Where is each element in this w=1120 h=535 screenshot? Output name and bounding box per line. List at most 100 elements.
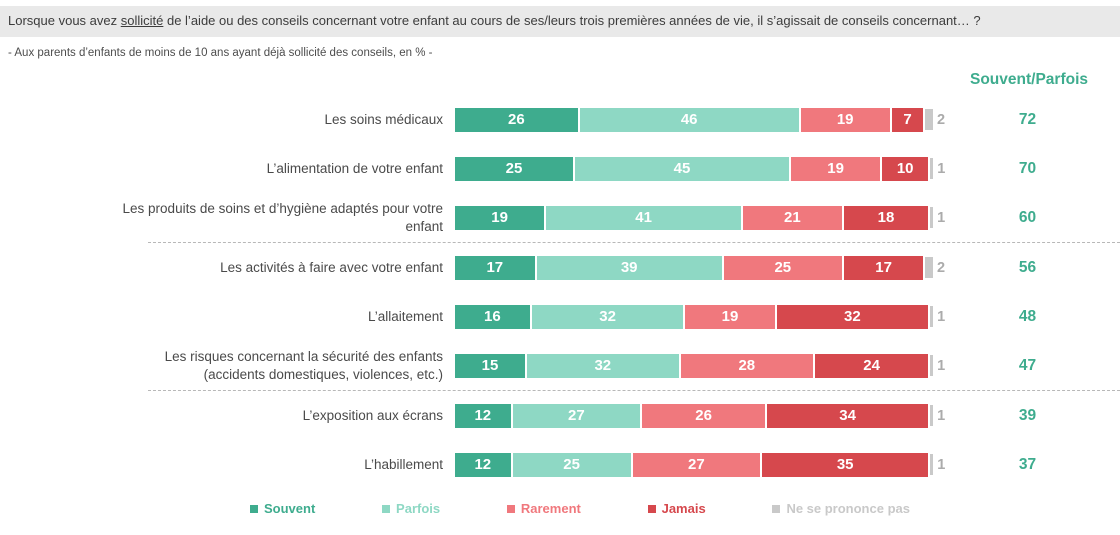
bar-segment-souvent: 12 [455, 452, 511, 477]
bar-segment-parfois: 41 [546, 205, 741, 230]
bar-segment-ne-se-prononce-pas [930, 454, 934, 476]
souvent-parfois-total: 72 [1018, 110, 1037, 128]
bar-track: 25 45 19 10 1 [455, 156, 945, 181]
bar-track: 12 27 26 34 1 [455, 403, 945, 428]
bar-segment-jamais: 17 [843, 255, 924, 280]
bar-segment-rarement: 25 [723, 255, 842, 280]
souvent-parfois-total: 56 [1018, 258, 1037, 276]
chart-area: Les soins médicaux 26 46 19 7 2 72 L’alimentati… [0, 95, 1120, 489]
souvent-parfois-total: 39 [1018, 406, 1037, 424]
question-title-prefix: Lorsque vous avez [8, 13, 121, 28]
souvent-parfois-total: 37 [1018, 455, 1037, 473]
bar-track: 26 46 19 7 2 [455, 107, 945, 132]
question-title-underlined-word: sollicité [120, 13, 164, 28]
bar-track: 19 41 21 18 1 [455, 205, 945, 230]
bar-track: 16 32 19 32 1 [455, 304, 945, 329]
bar-segment-jamais: 10 [882, 156, 929, 181]
dashed-separator [148, 390, 1120, 392]
bar-segment-jamais: 32 [776, 304, 929, 329]
bar-segment-jamais: 18 [843, 205, 929, 230]
legend-swatch-icon [250, 504, 258, 513]
legend-item-ne-se-prononce-pas: Ne se prononce pas [772, 501, 910, 516]
chart-row: L’allaitement 16 32 19 32 1 48 [0, 292, 1120, 341]
bar-track: 17 39 25 17 2 [455, 255, 945, 280]
bar-segment-souvent: 17 [455, 255, 535, 280]
bar-segment-ne-se-prononce-pas [930, 306, 934, 328]
bar-segment-rarement: 27 [632, 452, 761, 477]
nsp-value: 1 [937, 308, 946, 325]
souvent-parfois-total: 47 [1018, 356, 1037, 374]
bar-segment-ne-se-prononce-pas [930, 158, 934, 180]
bar-segment-souvent: 26 [455, 107, 578, 132]
nsp-value: 2 [936, 259, 946, 276]
legend-swatch-icon [772, 504, 781, 513]
row-label: Les activités à faire avec votre enfant [220, 259, 443, 275]
bar-segment-jamais: 24 [814, 353, 929, 378]
chart-row: Les activités à faire avec votre enfant 1… [0, 243, 1120, 292]
legend-label: Parfois [396, 501, 441, 517]
question-title: Lorsque vous avez sollicité de l’aide ou… [0, 6, 1120, 38]
row-label: L’allaitement [367, 308, 443, 324]
bar-segment-souvent: 12 [455, 403, 511, 428]
row-label: L’habillement [364, 456, 443, 472]
souvent-parfois-total: 60 [1018, 208, 1037, 226]
bar-segment-parfois: 25 [512, 452, 631, 477]
row-label: Les risques concernant la sécurité des e… [164, 348, 443, 382]
legend-label: Ne se prononce pas [786, 501, 910, 517]
legend-item-jamais: Jamais [647, 501, 706, 517]
nsp-value: 2 [936, 111, 946, 128]
legend-label: Jamais [661, 501, 706, 517]
bar-segment-parfois: 45 [575, 156, 789, 181]
bar-segment-souvent: 19 [455, 205, 545, 230]
legend-item-parfois: Parfois [382, 501, 440, 516]
bar-segment-rarement: 19 [685, 304, 775, 329]
nsp-value: 1 [937, 357, 946, 374]
nsp-value: 1 [937, 160, 946, 177]
row-label: L’exposition aux écrans [302, 407, 443, 423]
legend-swatch-icon [382, 504, 391, 513]
question-title-suffix: de l’aide ou des conseils concernant vot… [163, 13, 981, 28]
chart-row: Les soins médicaux 26 46 19 7 2 72 [0, 95, 1120, 144]
bar-segment-parfois: 39 [536, 255, 722, 280]
chart-row: Les produits de soins et d’hygiène adapt… [0, 193, 1120, 242]
bar-segment-ne-se-prononce-pas [925, 257, 933, 279]
legend-item-souvent: Souvent [250, 501, 315, 516]
bar-segment-souvent: 16 [455, 304, 530, 329]
row-label: L’alimentation de votre enfant [266, 160, 443, 176]
totals-header-row: Souvent/Parfois [0, 71, 1120, 93]
chart-row: L’habillement 12 25 27 35 1 37 [0, 440, 1120, 489]
base-subtitle: - Aux parents d’enfants de moins de 10 a… [8, 47, 433, 60]
nsp-value: 1 [937, 209, 946, 226]
bar-segment-jamais: 34 [766, 403, 929, 428]
bar-segment-parfois: 46 [579, 107, 799, 132]
legend-swatch-icon [506, 504, 515, 513]
legend-swatch-icon [647, 504, 656, 513]
souvent-parfois-total: 48 [1018, 307, 1037, 325]
chart-row: L’alimentation de votre enfant 25 45 19 10 1 7… [0, 144, 1120, 193]
nsp-value: 1 [937, 407, 946, 424]
bar-segment-ne-se-prononce-pas [930, 405, 934, 427]
bar-segment-rarement: 19 [800, 107, 890, 132]
chart-row: L’exposition aux écrans 12 27 26 34 1 39 [0, 391, 1120, 440]
bar-segment-souvent: 25 [455, 156, 573, 181]
bar-segment-rarement: 26 [642, 403, 765, 428]
bar-segment-rarement: 21 [742, 205, 842, 230]
bar-segment-ne-se-prononce-pas [930, 355, 934, 377]
legend-label: Souvent [264, 501, 316, 517]
bar-segment-jamais: 7 [891, 107, 924, 132]
souvent-parfois-total: 70 [1018, 159, 1037, 177]
bar-segment-souvent: 15 [455, 353, 525, 378]
chart-row: Les risques concernant la sécurité des e… [0, 341, 1120, 390]
total-column-header: Souvent/Parfois [970, 71, 1088, 89]
bar-track: 12 25 27 35 1 [455, 452, 945, 477]
bar-segment-parfois: 32 [527, 353, 679, 378]
legend-label: Rarement [520, 501, 581, 517]
dashed-separator [148, 242, 1120, 244]
bar-segment-ne-se-prononce-pas [930, 207, 934, 229]
bar-segment-rarement: 28 [680, 353, 813, 378]
bar-segment-parfois: 27 [512, 403, 641, 428]
legend: Souvent Parfois Rarement Jamais Ne se pronon… [250, 501, 910, 516]
bar-segment-jamais: 35 [762, 452, 929, 477]
row-label: Les produits de soins et d’hygiène adapt… [122, 200, 443, 234]
bar-segment-ne-se-prononce-pas [925, 109, 933, 131]
